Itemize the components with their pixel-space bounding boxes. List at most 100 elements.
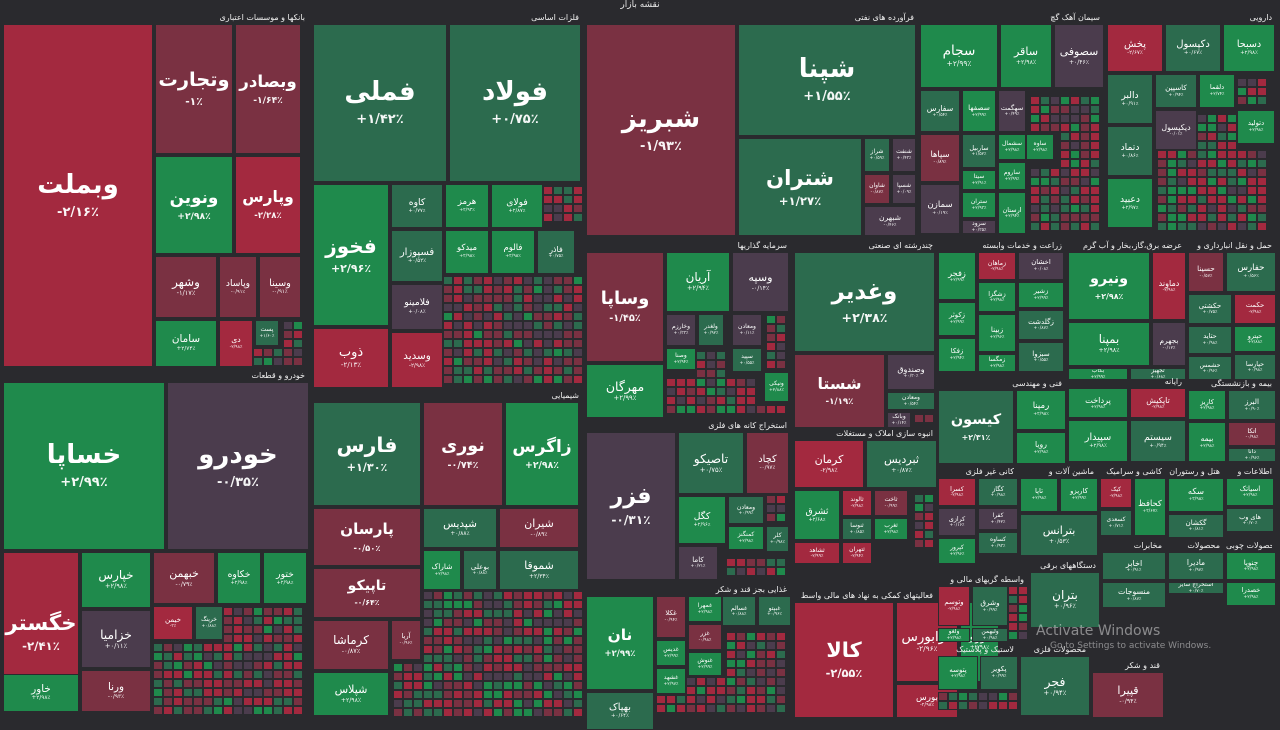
symbol-tile[interactable]: تجهیز +۰/۶۸٪ (1130, 368, 1186, 380)
minor-symbol-tile[interactable] (273, 357, 283, 366)
minor-symbol-tile[interactable] (716, 369, 726, 378)
minor-symbol-tile[interactable] (453, 375, 463, 384)
minor-symbol-tile[interactable] (1030, 222, 1040, 231)
minor-symbol-tile[interactable] (766, 333, 776, 342)
minor-symbol-tile[interactable] (553, 186, 563, 195)
symbol-tile[interactable]: چنوپا +۲/۹۸٪ (1226, 552, 1276, 580)
minor-symbol-tile[interactable] (1197, 213, 1207, 222)
symbol-tile[interactable]: اخابر +۰/۹۱٪ (1102, 552, 1166, 580)
minor-symbol-tile[interactable] (483, 375, 493, 384)
minor-symbol-tile[interactable] (523, 312, 533, 321)
minor-symbol-tile[interactable] (1177, 159, 1187, 168)
minor-symbol-tile[interactable] (1080, 96, 1090, 105)
symbol-tile[interactable]: کاما +۰/۲۱٪ (678, 546, 718, 580)
minor-symbol-tile[interactable] (213, 652, 223, 661)
minor-symbol-tile[interactable] (483, 339, 493, 348)
symbol-tile[interactable]: تاپکیش -۲/۹۸٪ (1130, 388, 1186, 418)
minor-symbol-tile[interactable] (726, 378, 736, 387)
minor-symbol-tile[interactable] (1090, 123, 1100, 132)
minor-symbol-tile[interactable] (493, 339, 503, 348)
minor-symbol-tile[interactable] (433, 627, 443, 636)
minor-symbol-tile[interactable] (503, 627, 513, 636)
minor-symbol-tile[interactable] (1080, 123, 1090, 132)
minor-symbol-tile[interactable] (1217, 114, 1227, 123)
symbol-tile[interactable]: وشرق +۰/۹۹٪ (972, 586, 1008, 626)
symbol-tile[interactable]: غدیس +۲/۹۹٪ (656, 640, 686, 666)
minor-symbol-tile[interactable] (914, 414, 924, 423)
minor-symbol-tile[interactable] (533, 276, 543, 285)
minor-symbol-tile[interactable] (503, 339, 513, 348)
minor-symbol-tile[interactable] (573, 285, 583, 294)
minor-symbol-tile[interactable] (513, 672, 523, 681)
minor-symbol-tile[interactable] (1217, 132, 1227, 141)
minor-symbol-tile[interactable] (746, 668, 756, 677)
minor-symbol-tile[interactable] (676, 704, 686, 713)
minor-symbol-tile[interactable] (553, 204, 563, 213)
minor-symbol-tile[interactable] (473, 690, 483, 699)
symbol-tile[interactable]: خزامیا +۰/۱۱٪ (81, 610, 151, 668)
minor-symbol-tile[interactable] (1177, 222, 1187, 231)
minor-symbol-tile[interactable] (263, 634, 273, 643)
minor-symbol-tile[interactable] (163, 670, 173, 679)
symbol-tile[interactable]: فارس +۱/۳۰٪ (313, 402, 421, 506)
minor-symbol-tile[interactable] (223, 670, 233, 679)
minor-symbol-tile[interactable] (223, 679, 233, 688)
minor-symbol-tile[interactable] (1008, 701, 1018, 710)
minor-symbol-tile[interactable] (193, 652, 203, 661)
minor-symbol-tile[interactable] (676, 378, 686, 387)
minor-symbol-tile[interactable] (273, 679, 283, 688)
minor-symbol-tile[interactable] (716, 677, 726, 686)
minor-symbol-tile[interactable] (473, 303, 483, 312)
minor-symbol-tile[interactable] (716, 686, 726, 695)
minor-symbol-tile[interactable] (483, 627, 493, 636)
minor-symbol-tile[interactable] (776, 342, 786, 351)
minor-symbol-tile[interactable] (706, 405, 716, 414)
minor-symbol-tile[interactable] (914, 494, 924, 503)
symbol-tile[interactable]: تاپیکو -۰/۶۴٪ (313, 568, 421, 618)
minor-symbol-tile[interactable] (523, 663, 533, 672)
symbol-tile[interactable]: ونوین +۲/۹۸٪ (155, 156, 233, 254)
minor-symbol-tile[interactable] (573, 213, 583, 222)
symbol-tile[interactable]: زگلدشت +۰/۸۷٪ (1018, 310, 1064, 340)
minor-symbol-tile[interactable] (543, 348, 553, 357)
minor-symbol-tile[interactable] (453, 330, 463, 339)
minor-symbol-tile[interactable] (233, 670, 243, 679)
minor-symbol-tile[interactable] (473, 285, 483, 294)
minor-symbol-tile[interactable] (473, 375, 483, 384)
minor-symbol-tile[interactable] (1197, 186, 1207, 195)
minor-symbol-tile[interactable] (443, 609, 453, 618)
minor-symbol-tile[interactable] (283, 634, 293, 643)
minor-symbol-tile[interactable] (533, 321, 543, 330)
minor-symbol-tile[interactable] (1050, 222, 1060, 231)
minor-symbol-tile[interactable] (573, 681, 583, 690)
minor-symbol-tile[interactable] (533, 591, 543, 600)
minor-symbol-tile[interactable] (203, 688, 213, 697)
minor-symbol-tile[interactable] (163, 661, 173, 670)
minor-symbol-tile[interactable] (776, 704, 786, 713)
minor-symbol-tile[interactable] (533, 672, 543, 681)
minor-symbol-tile[interactable] (293, 616, 303, 625)
minor-symbol-tile[interactable] (553, 690, 563, 699)
minor-symbol-tile[interactable] (443, 366, 453, 375)
minor-symbol-tile[interactable] (1060, 159, 1070, 168)
symbol-tile[interactable]: شاوان -۰/۸۷٪ (864, 174, 890, 204)
minor-symbol-tile[interactable] (573, 204, 583, 213)
symbol-tile[interactable]: غشهد +۲/۹۷٪ (656, 668, 686, 694)
minor-symbol-tile[interactable] (283, 706, 293, 715)
minor-symbol-tile[interactable] (153, 670, 163, 679)
minor-symbol-tile[interactable] (1040, 114, 1050, 123)
minor-symbol-tile[interactable] (1217, 186, 1227, 195)
minor-symbol-tile[interactable] (736, 387, 746, 396)
symbol-tile[interactable]: ثغرب +۲/۹۸٪ (874, 518, 908, 540)
minor-symbol-tile[interactable] (503, 618, 513, 627)
minor-symbol-tile[interactable] (183, 661, 193, 670)
minor-symbol-tile[interactable] (736, 650, 746, 659)
minor-symbol-tile[interactable] (553, 681, 563, 690)
minor-symbol-tile[interactable] (1237, 195, 1247, 204)
minor-symbol-tile[interactable] (253, 661, 263, 670)
minor-symbol-tile[interactable] (253, 607, 263, 616)
minor-symbol-tile[interactable] (523, 591, 533, 600)
minor-symbol-tile[interactable] (1187, 159, 1197, 168)
minor-symbol-tile[interactable] (1227, 186, 1237, 195)
minor-symbol-tile[interactable] (1217, 141, 1227, 150)
